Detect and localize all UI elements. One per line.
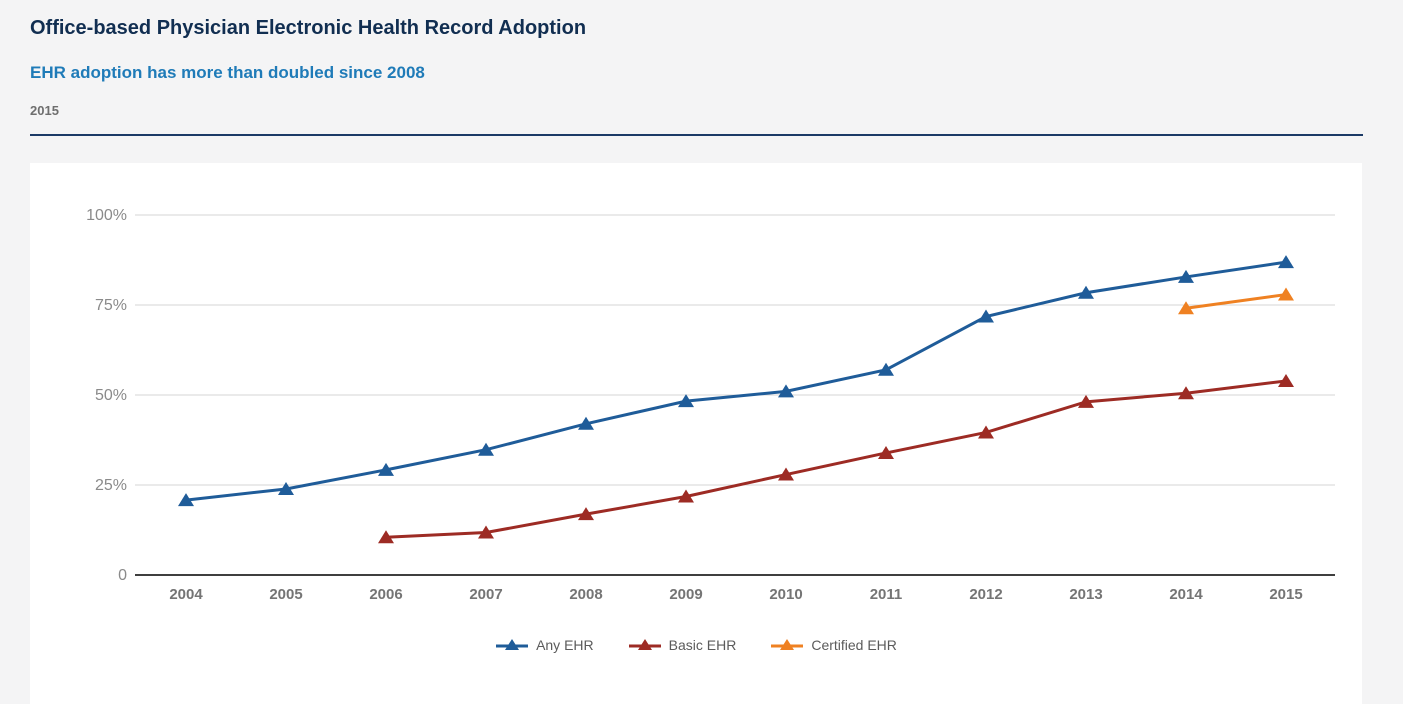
data-point-marker-any-ehr[interactable] <box>578 416 594 430</box>
x-axis-tick-label: 2011 <box>870 586 903 603</box>
data-point-marker-any-ehr[interactable] <box>1178 269 1194 283</box>
data-point-marker-any-ehr[interactable] <box>878 362 894 376</box>
y-axis-tick-label: 25% <box>95 477 127 494</box>
series-line-basic-ehr <box>385 379 1287 539</box>
data-point-marker-any-ehr[interactable] <box>678 394 694 408</box>
legend-item-label: Basic EHR <box>668 637 737 653</box>
data-point-marker-basic-ehr[interactable] <box>778 467 794 481</box>
chart-legend: Any EHR Basic EHR Certified EHR <box>30 637 1362 653</box>
data-point-marker-basic-ehr[interactable] <box>1178 386 1194 400</box>
data-point-marker-any-ehr[interactable] <box>778 384 794 398</box>
data-point-marker-basic-ehr[interactable] <box>1278 373 1294 387</box>
x-axis-tick-label: 2006 <box>369 586 402 603</box>
ehr-adoption-line-chart: 100% 75% 50% 25% 0 2004 2005 2006 2007 2008 2009 20… <box>86 207 1335 603</box>
x-axis-tick-label: 2012 <box>969 586 1002 603</box>
legend-item-certified-ehr[interactable]: Certified EHR <box>770 637 897 653</box>
data-point-marker-certified-ehr[interactable] <box>1278 287 1294 301</box>
data-point-marker-any-ehr[interactable] <box>978 309 994 323</box>
data-point-marker-basic-ehr[interactable] <box>378 530 394 544</box>
x-axis-tick-label: 2010 <box>769 586 802 603</box>
page-title: Office-based Physician Electronic Health… <box>30 17 587 39</box>
legend-item-any-ehr[interactable]: Any EHR <box>495 637 594 653</box>
x-axis-tick-label: 2013 <box>1069 586 1102 603</box>
data-point-marker-any-ehr[interactable] <box>278 481 294 495</box>
chart-card: 100% 75% 50% 25% 0 2004 2005 2006 2007 2008 2009 20… <box>30 163 1362 704</box>
data-point-marker-basic-ehr[interactable] <box>878 445 894 459</box>
header-divider <box>30 134 1363 136</box>
data-point-marker-basic-ehr[interactable] <box>478 525 494 539</box>
legend-item-label: Any EHR <box>536 637 594 653</box>
x-axis-tick-label: 2015 <box>1269 586 1302 603</box>
y-axis-tick-label: 50% <box>95 387 127 404</box>
y-axis-tick-label: 75% <box>95 297 127 314</box>
data-point-marker-basic-ehr[interactable] <box>678 489 694 503</box>
legend-item-label: Certified EHR <box>811 637 897 653</box>
legend-triangle-line-icon <box>628 639 661 650</box>
y-axis-tick-label: 100% <box>86 207 127 224</box>
data-point-marker-certified-ehr[interactable] <box>1178 301 1194 315</box>
x-axis-tick-label: 2009 <box>669 586 702 603</box>
legend-triangle-line-icon <box>496 639 529 650</box>
y-axis-tick-label: 0 <box>118 567 127 584</box>
data-point-marker-any-ehr[interactable] <box>478 442 494 456</box>
legend-triangle-line-icon <box>771 639 804 650</box>
x-axis-tick-label: 2008 <box>569 586 602 603</box>
series-line-any-ehr <box>185 260 1287 502</box>
data-point-marker-basic-ehr[interactable] <box>978 425 994 439</box>
data-point-marker-any-ehr[interactable] <box>178 493 194 507</box>
series-line-certified-ehr <box>1185 293 1287 310</box>
legend-item-basic-ehr[interactable]: Basic EHR <box>628 637 737 653</box>
data-point-marker-any-ehr[interactable] <box>1078 285 1094 299</box>
x-axis-tick-label: 2004 <box>169 586 203 603</box>
selected-year-label: 2015 <box>30 103 59 118</box>
report-header: Office-based Physician Electronic Health… <box>30 0 1363 136</box>
data-point-marker-any-ehr[interactable] <box>1278 255 1294 269</box>
x-axis-tick-label: 2005 <box>269 586 302 603</box>
data-point-marker-any-ehr[interactable] <box>378 462 394 476</box>
data-point-marker-basic-ehr[interactable] <box>578 507 594 521</box>
page-subtitle: EHR adoption has more than doubled since… <box>30 63 425 82</box>
data-point-marker-basic-ehr[interactable] <box>1078 394 1094 408</box>
x-axis-tick-label: 2007 <box>469 586 502 603</box>
x-axis-tick-label: 2014 <box>1169 586 1203 603</box>
